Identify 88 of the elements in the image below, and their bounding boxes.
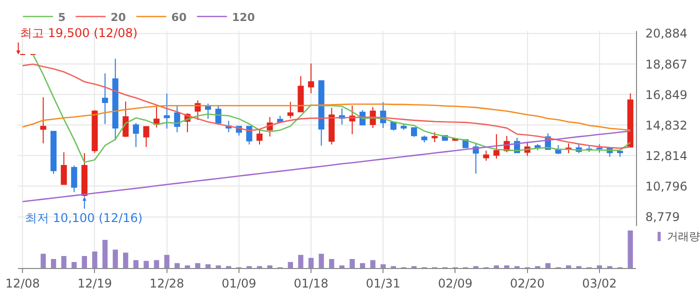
candlestick xyxy=(205,103,212,120)
bar xyxy=(339,265,345,268)
candlestick xyxy=(298,76,304,112)
bar xyxy=(298,254,304,268)
y-tick-label: 14,832 xyxy=(645,118,688,132)
candlestick xyxy=(112,58,118,141)
y-tick-label: 16,849 xyxy=(645,88,688,102)
bar xyxy=(360,263,366,268)
bar xyxy=(61,256,66,268)
x-tick-label: 01/31 xyxy=(366,276,400,289)
bar xyxy=(628,230,633,268)
candlestick xyxy=(627,92,634,148)
candlestick xyxy=(432,132,438,143)
bar xyxy=(566,265,572,268)
bar xyxy=(154,260,160,268)
bar xyxy=(174,263,180,268)
bar xyxy=(380,264,386,268)
bar xyxy=(216,265,221,268)
bar xyxy=(504,265,510,268)
candlestick xyxy=(122,101,129,138)
bar xyxy=(184,265,190,268)
bar xyxy=(144,260,149,268)
bar xyxy=(318,254,324,268)
candlestick xyxy=(174,105,180,133)
legend-label: 5 xyxy=(58,10,66,24)
x-tick-label: 12/08 xyxy=(5,276,40,289)
line-series xyxy=(32,54,631,163)
candlestick xyxy=(164,93,170,130)
x-tick-label: 02/09 xyxy=(438,276,473,289)
legend-label: 거래량 xyxy=(667,230,700,243)
bar xyxy=(82,256,88,268)
candlestick xyxy=(483,150,490,162)
bar xyxy=(72,262,77,268)
candlestick xyxy=(328,107,335,146)
x-tick-label: 02/20 xyxy=(510,276,545,289)
bar xyxy=(288,262,294,268)
candlestick xyxy=(92,110,98,154)
bar xyxy=(102,240,108,268)
bar xyxy=(164,254,170,268)
bar xyxy=(195,263,200,268)
candlestick xyxy=(40,96,46,144)
line-series xyxy=(22,64,631,149)
bar xyxy=(112,250,118,268)
bar xyxy=(494,265,500,268)
bar xyxy=(133,260,139,268)
bar xyxy=(205,264,211,268)
annotation: 최저 10,100 (12/16) xyxy=(25,211,143,225)
y-tick-label: 12,814 xyxy=(645,148,688,163)
bar xyxy=(92,252,98,268)
candlestick xyxy=(143,126,150,148)
bar xyxy=(545,263,551,268)
candlestick xyxy=(102,72,108,124)
bar xyxy=(596,265,602,268)
candlestick xyxy=(60,152,67,185)
candlestick xyxy=(493,134,500,160)
y-tick-label: 20,884 xyxy=(645,26,688,41)
legend-label: 60 xyxy=(171,10,187,24)
candlestick xyxy=(421,135,428,143)
y-tick-label: 8,779 xyxy=(645,210,680,224)
bar xyxy=(267,265,272,268)
line-series xyxy=(22,103,631,131)
x-tick-label: 12/28 xyxy=(150,276,184,289)
x-tick-label: 01/18 xyxy=(294,276,328,289)
y-tick-label: 10,796 xyxy=(645,179,688,194)
candlestick xyxy=(411,127,418,138)
x-tick-label: 12/19 xyxy=(77,276,112,289)
bar xyxy=(50,259,56,268)
y-tick-label: 18,867 xyxy=(645,57,688,72)
candlestick xyxy=(287,101,294,119)
candlestick xyxy=(256,130,263,146)
candlestick xyxy=(400,124,407,130)
candlestick xyxy=(71,164,78,193)
bar xyxy=(329,259,334,268)
x-tick-label: 03/02 xyxy=(582,276,617,289)
candlestick xyxy=(318,80,324,146)
candlestick xyxy=(308,63,314,94)
bar xyxy=(370,260,376,268)
bar xyxy=(40,254,46,268)
bar xyxy=(350,259,355,268)
x-tick-label: 01/09 xyxy=(222,276,256,289)
legend-label: 20 xyxy=(110,10,126,24)
candlestick xyxy=(132,122,139,148)
legend-label: 120 xyxy=(232,10,256,24)
candlestick xyxy=(50,130,57,174)
bar xyxy=(123,252,128,268)
line-series xyxy=(22,130,631,202)
bar xyxy=(308,258,314,268)
annotation: 최고 19,500 (12/08) xyxy=(20,26,138,40)
